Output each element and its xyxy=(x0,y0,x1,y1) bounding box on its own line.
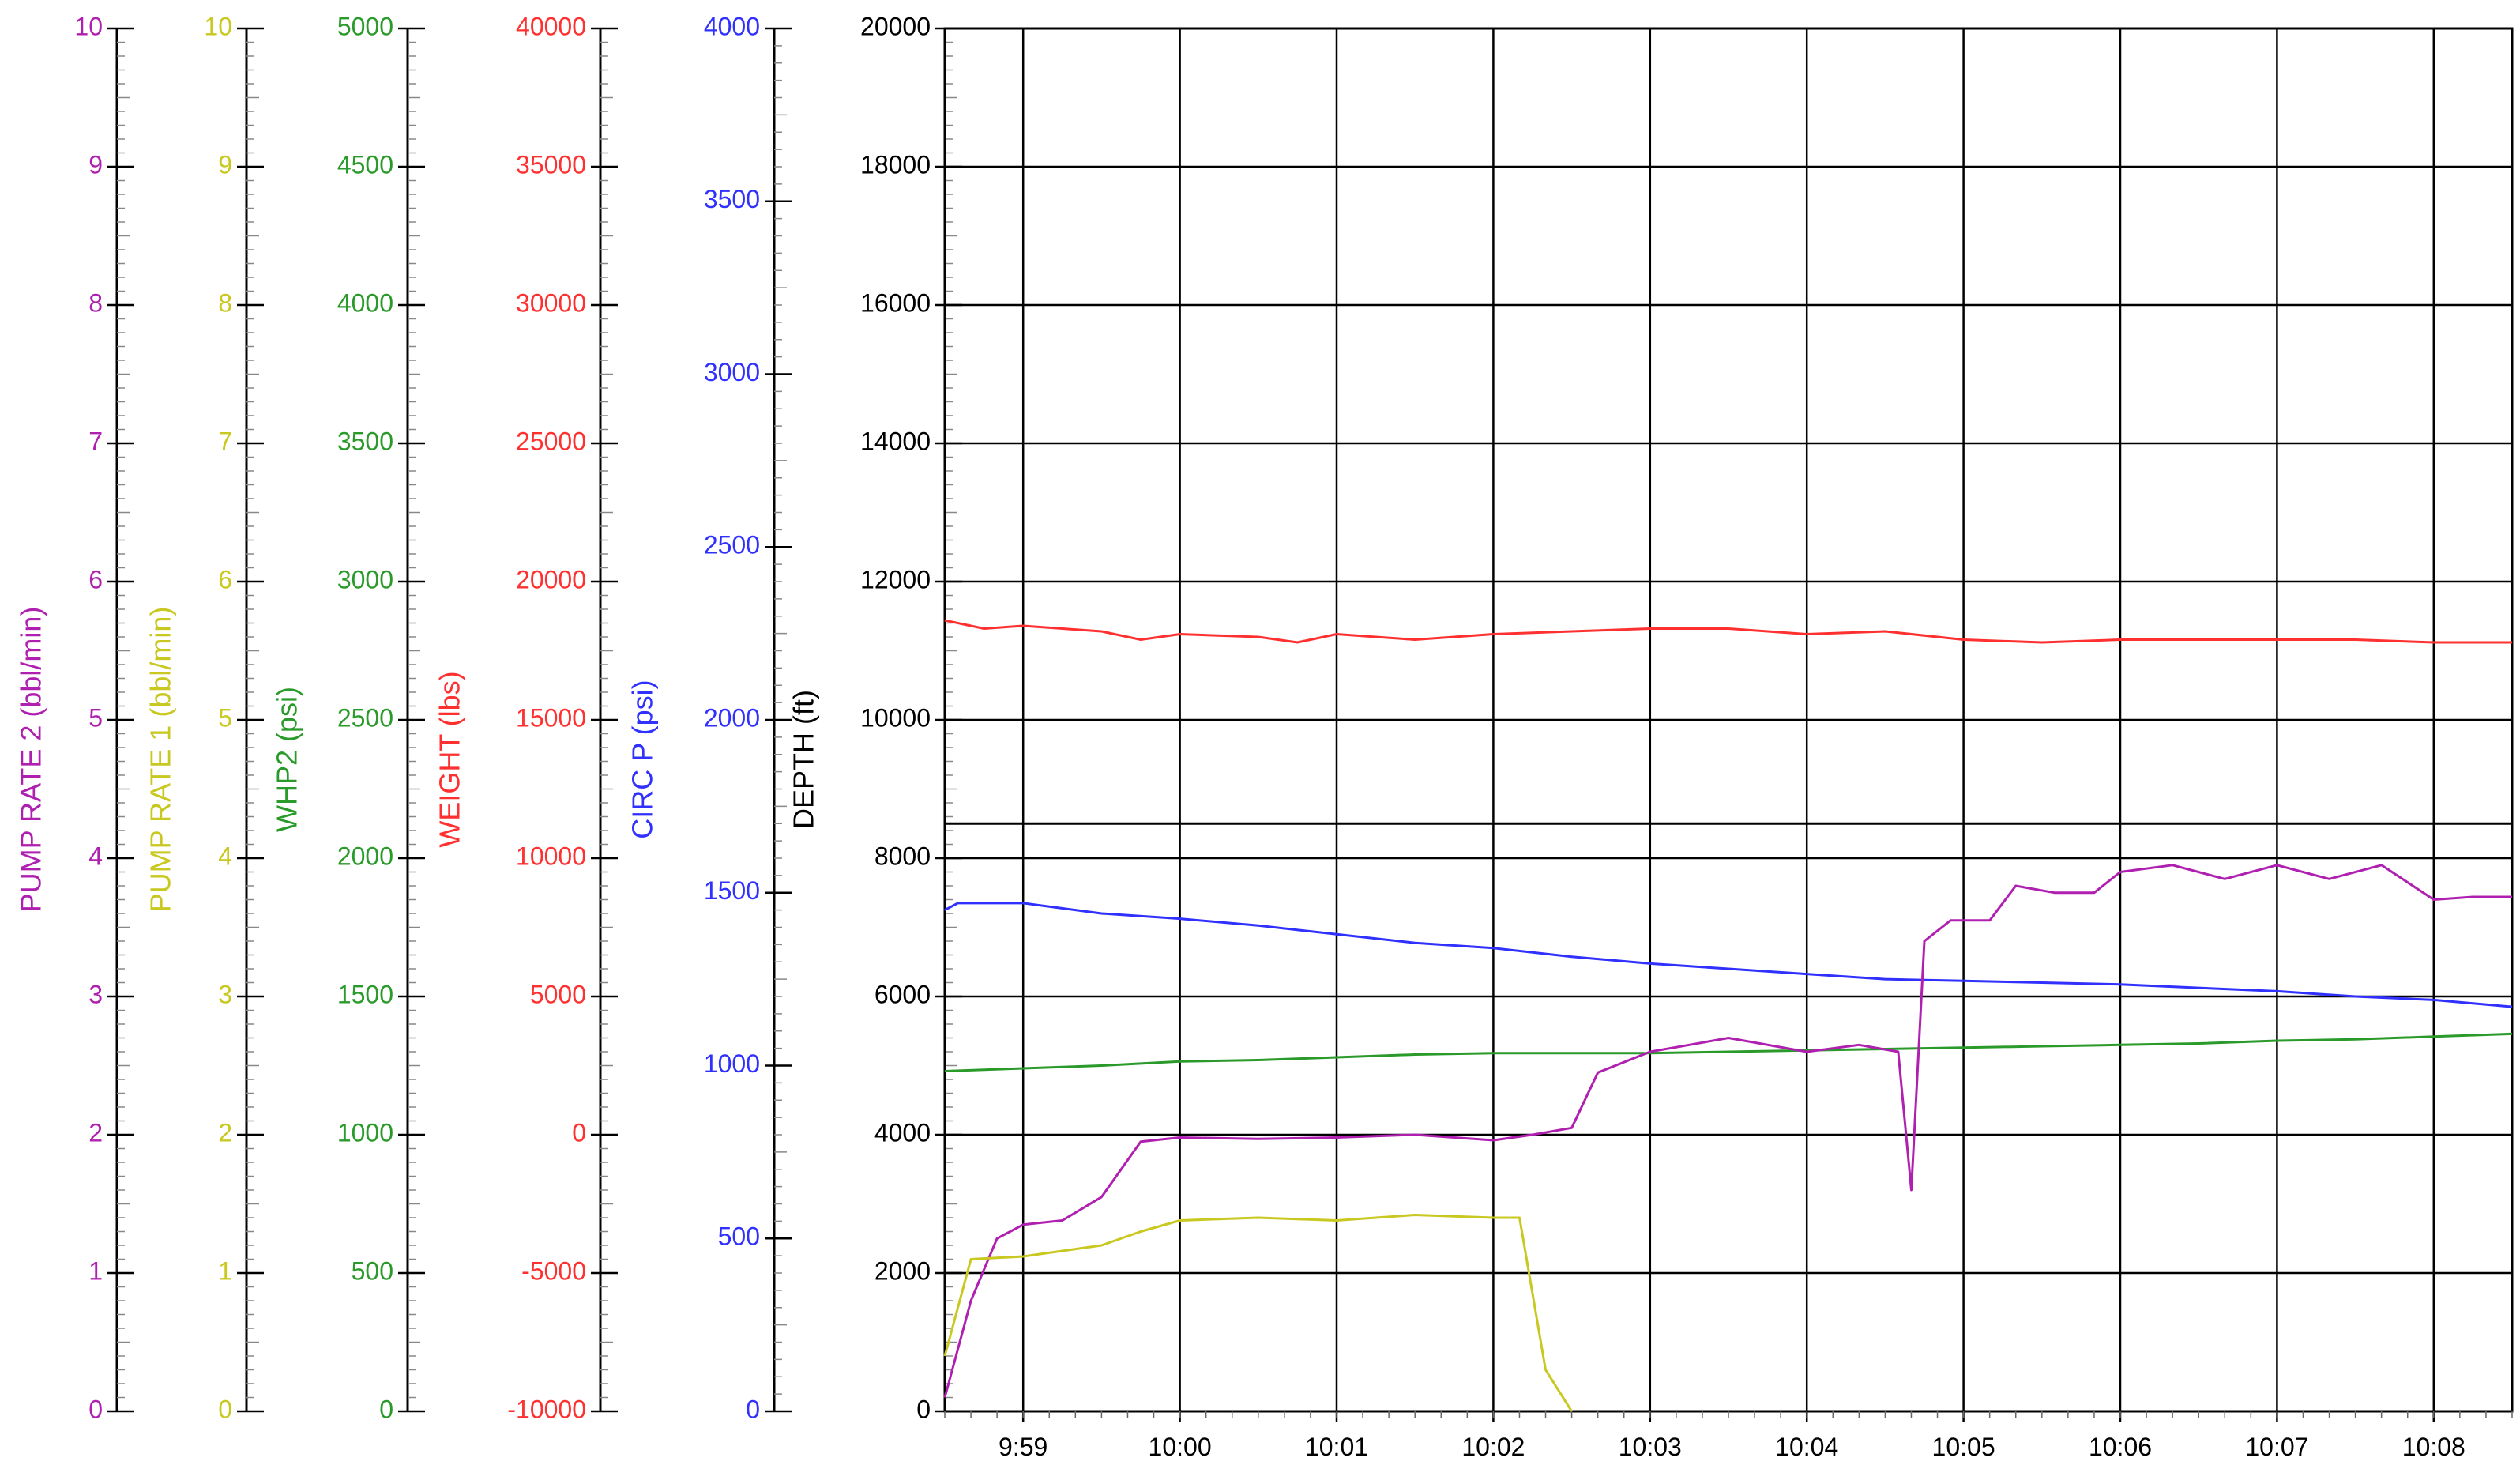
y-tick-label-depth: 4000 xyxy=(874,1118,931,1147)
y-axis-title-whp2: WHP2 (psi) xyxy=(271,687,303,832)
y-tick-label-depth: 20000 xyxy=(860,12,931,40)
y-tick-label-whp2: 2000 xyxy=(337,842,393,870)
x-tick-label: 10:05 xyxy=(1932,1433,1995,1461)
y-axis-weight: -10000 -5000 0 5000 10000 15000 20000 25000 3000… xyxy=(434,12,618,1423)
y-tick-label-pump1: 9 xyxy=(218,150,232,179)
y-axis-title-pump1: PUMP RATE 1 (bbl/min) xyxy=(145,607,177,913)
x-tick-label: 10:04 xyxy=(1775,1433,1838,1461)
x-tick-label: 10:00 xyxy=(1149,1433,1212,1461)
x-tick-label: 10:02 xyxy=(1461,1433,1525,1461)
series-line-weight xyxy=(944,619,2512,644)
y-tick-label-pump1: 10 xyxy=(204,12,232,40)
y-axis-title-depth: DEPTH (ft) xyxy=(788,690,820,829)
y-tick-label-pump2: 0 xyxy=(88,1395,103,1423)
y-tick-label-weight: 30000 xyxy=(516,288,586,317)
y-tick-label-pump2: 10 xyxy=(74,12,103,40)
x-axis-layer: 9:59 10:00 10:01 10:02 10:03 10:04 10:05 10:06 1… xyxy=(944,1411,2513,1461)
y-tick-label-whp2: 1500 xyxy=(337,980,393,1008)
x-tick-label: 10:06 xyxy=(2089,1433,2152,1461)
y-tick-label-whp2: 4000 xyxy=(337,288,393,317)
y-tick-label-depth: 10000 xyxy=(860,703,931,732)
y-axis-circ: 0 500 1000 1500 2000 2500 3000 3500 4000 CIRC P (… xyxy=(626,12,792,1423)
y-tick-label-pump1: 2 xyxy=(218,1118,232,1147)
y-tick-label-circ: 3500 xyxy=(704,185,760,213)
y-tick-label-pump2: 3 xyxy=(88,980,103,1008)
y-tick-label-weight: 15000 xyxy=(516,703,586,732)
y-axes-layer: 0 1 2 3 4 5 6 7 8 9 10 PUMP RATE 2 (bbl/min) 0 1 2 3 4 5 6… xyxy=(15,12,962,1423)
y-tick-label-pump2: 2 xyxy=(88,1118,103,1147)
y-tick-label-pump1: 3 xyxy=(218,980,232,1008)
y-tick-label-whp2: 1000 xyxy=(337,1118,393,1147)
y-tick-label-circ: 1500 xyxy=(704,876,760,905)
x-tick-label: 10:07 xyxy=(2245,1433,2308,1461)
y-tick-label-pump2: 8 xyxy=(88,288,103,317)
y-tick-label-pump2: 5 xyxy=(88,703,103,732)
y-tick-label-pump1: 8 xyxy=(218,288,232,317)
series-line-pump2 xyxy=(943,864,2512,1398)
series-line-whp2 xyxy=(944,1032,2513,1072)
y-tick-label-weight: 25000 xyxy=(516,427,586,455)
y-tick-label-depth: 0 xyxy=(916,1395,931,1423)
y-axis-title-weight: WEIGHT (lbs) xyxy=(434,671,466,847)
y-axis-pump1: 0 1 2 3 4 5 6 7 8 9 10 PUMP RATE 1 (bbl/min) xyxy=(145,12,264,1423)
y-tick-label-pump1: 4 xyxy=(218,842,232,870)
y-tick-label-pump2: 9 xyxy=(88,150,103,179)
y-tick-label-circ: 2500 xyxy=(704,531,760,559)
y-tick-label-whp2: 3500 xyxy=(337,427,393,455)
y-tick-label-whp2: 500 xyxy=(352,1256,393,1285)
x-tick-label: 10:03 xyxy=(1619,1433,1682,1461)
series-layer xyxy=(943,619,2513,1412)
x-tick-label: 10:08 xyxy=(2402,1433,2465,1461)
y-tick-label-circ: 3000 xyxy=(704,358,760,386)
x-tick-label: 9:59 xyxy=(999,1433,1047,1461)
y-tick-label-circ: 2000 xyxy=(704,703,760,732)
y-tick-label-pump2: 7 xyxy=(88,427,103,455)
y-tick-label-whp2: 5000 xyxy=(337,12,393,40)
y-tick-label-depth: 2000 xyxy=(874,1256,931,1285)
y-tick-label-whp2: 2500 xyxy=(337,703,393,732)
y-tick-label-depth: 8000 xyxy=(874,842,931,870)
y-tick-label-pump2: 4 xyxy=(88,842,103,870)
y-axis-title-circ: CIRC P (psi) xyxy=(626,680,659,838)
y-tick-label-weight: -5000 xyxy=(521,1256,586,1285)
y-tick-label-circ: 0 xyxy=(746,1395,760,1423)
y-tick-label-depth: 16000 xyxy=(860,288,931,317)
y-tick-label-pump2: 6 xyxy=(88,565,103,593)
y-tick-label-pump1: 1 xyxy=(218,1256,232,1285)
y-tick-label-weight: 10000 xyxy=(516,842,586,870)
y-tick-label-whp2: 3000 xyxy=(337,565,393,593)
y-tick-label-whp2: 4500 xyxy=(337,150,393,179)
series-line-pump1 xyxy=(943,1214,1573,1412)
y-tick-label-depth: 14000 xyxy=(860,427,931,455)
y-axis-title-pump2: PUMP RATE 2 (bbl/min) xyxy=(15,607,47,913)
series-line-circ xyxy=(944,902,2513,1008)
y-axis-whp2: 0 500 1000 1500 2000 2500 3000 3500 4000 4500 5000… xyxy=(271,12,425,1423)
y-tick-label-depth: 12000 xyxy=(860,565,931,593)
y-tick-label-weight: 20000 xyxy=(516,565,586,593)
y-tick-label-weight: 5000 xyxy=(530,980,586,1008)
y-tick-label-weight: 35000 xyxy=(516,150,586,179)
y-tick-label-pump1: 5 xyxy=(218,703,232,732)
y-tick-label-circ: 1000 xyxy=(704,1049,760,1078)
y-tick-label-pump1: 0 xyxy=(218,1395,232,1423)
y-tick-label-whp2: 0 xyxy=(379,1395,393,1423)
y-tick-label-weight: -10000 xyxy=(507,1395,586,1423)
y-tick-label-pump1: 7 xyxy=(218,427,232,455)
y-tick-label-weight: 40000 xyxy=(516,12,586,40)
y-tick-label-depth: 18000 xyxy=(860,150,931,179)
y-axis-depth: 0 2000 4000 6000 8000 10000 12000 14000 16000 180… xyxy=(788,12,962,1423)
y-tick-label-pump1: 6 xyxy=(218,565,232,593)
y-axis-pump2: 0 1 2 3 4 5 6 7 8 9 10 PUMP RATE 2 (bbl/min) xyxy=(15,12,134,1423)
y-tick-label-circ: 500 xyxy=(718,1222,760,1251)
y-tick-label-weight: 0 xyxy=(572,1118,586,1147)
y-tick-label-depth: 6000 xyxy=(874,980,931,1008)
y-tick-label-pump2: 1 xyxy=(88,1256,103,1285)
y-tick-label-circ: 4000 xyxy=(704,12,760,40)
x-tick-label: 10:01 xyxy=(1305,1433,1368,1461)
